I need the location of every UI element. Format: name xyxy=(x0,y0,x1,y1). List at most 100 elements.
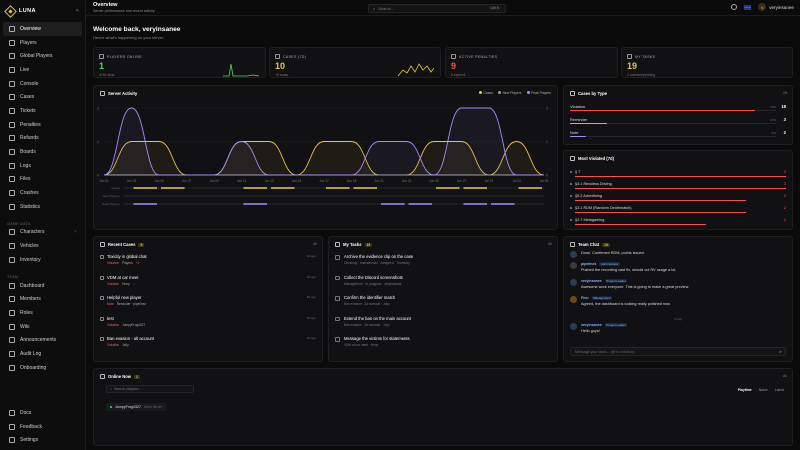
sidebar-item-settings[interactable]: Settings xyxy=(3,433,82,447)
violation-row[interactable]: § 7 3 xyxy=(570,170,786,182)
sort-latest[interactable]: Latest xyxy=(774,387,784,392)
player-search-input[interactable]: ⌕ Search players... xyxy=(106,385,194,393)
task-list-item[interactable]: Extend the ban on the main account Ban ev… xyxy=(335,316,551,334)
online-player-chip[interactable]: JumpyFrog4327 Main Sever xyxy=(106,403,167,411)
sidebar-item-overview[interactable]: Overview xyxy=(3,22,82,36)
x-tick-label: Jun 25 xyxy=(429,179,439,183)
chat-author-name: Finn xyxy=(581,296,589,300)
brand[interactable]: LUNA « xyxy=(0,0,85,22)
sort-playtime[interactable]: Playtime xyxy=(737,387,752,392)
violation-count: 2 xyxy=(783,194,786,198)
wiki-icon xyxy=(9,323,15,330)
send-icon[interactable]: ➤ xyxy=(778,349,782,354)
users-icon xyxy=(99,54,104,59)
case-tag: JumpyFrog4327 xyxy=(122,322,146,327)
sidebar-item-global-players[interactable]: Global Players xyxy=(3,49,82,63)
sidebar-item-roles[interactable]: Roles xyxy=(3,306,82,320)
sidebar-item-characters[interactable]: Characters › xyxy=(3,226,82,240)
case-time: 2d ago xyxy=(306,254,316,258)
case-time: 6d ago xyxy=(306,315,316,320)
sidebar-item-boards[interactable]: Boards xyxy=(3,145,82,159)
y-tick-label-right: 0 xyxy=(546,174,548,178)
task-list-item[interactable]: Confirm the identifier match Ban evasion … xyxy=(335,295,551,313)
stat-card-tasks[interactable]: MY TASKS 19 2 overdue/pending xyxy=(621,47,793,78)
violation-count: 2 xyxy=(783,206,786,210)
sidebar-item-logs[interactable]: Logs xyxy=(3,159,82,173)
sidebar-item-players[interactable]: Players xyxy=(3,36,82,50)
section-game-data: GAME DATA xyxy=(7,221,31,226)
theme-toggle-icon[interactable] xyxy=(731,4,738,10)
sidebar-item-announcements[interactable]: Announcements xyxy=(3,333,82,347)
user-name: veryinsanee xyxy=(769,4,794,10)
violation-row[interactable]: §5.2 Advertising 2 xyxy=(570,194,786,206)
case-type-percent: 78% xyxy=(769,104,776,109)
sidebar-item-inventory[interactable]: Inventory xyxy=(3,253,82,267)
sidebar-item-docs[interactable]: Docs xyxy=(3,406,82,420)
case-list-item[interactable]: test Violation JumpyFrog4327 6d ago xyxy=(100,316,316,334)
stat-sub: 6 expired xyxy=(451,73,465,77)
case-list-item[interactable]: VDM at car meet Violation Hony → 3d ago xyxy=(100,275,316,293)
timeline-row-label: New Players xyxy=(103,194,120,198)
sidebar-item-tickets[interactable]: Tickets xyxy=(3,104,82,118)
task-checkbox[interactable] xyxy=(335,337,340,342)
task-meta: Ban evasion · 2d overdue · Jolly xyxy=(344,302,390,306)
task-list-item[interactable]: Message the victims for statements VDM at… xyxy=(335,336,551,354)
sidebar-item-dashboard[interactable]: Dashboard xyxy=(3,279,82,293)
sidebar-item-live[interactable]: Live xyxy=(3,63,82,77)
task-checkbox[interactable] xyxy=(335,255,340,260)
case-type-bar xyxy=(570,110,776,112)
task-meta: Management · In progress · veryinsanee xyxy=(344,281,402,286)
task-list-item[interactable]: Collect the Discord screenshots Managemen… xyxy=(335,275,551,293)
stat-card-players-online[interactable]: PLAYERS ONLINE 1 of 64 slots xyxy=(93,47,266,78)
task-list-item[interactable]: Archive the evidence clip on the case Che… xyxy=(335,254,551,272)
case-tag: Hony xyxy=(122,281,130,286)
task-checkbox[interactable] xyxy=(335,316,340,321)
sidebar-item-label: Feedback xyxy=(20,423,42,430)
stat-card-cases[interactable]: CASES (7D) 10 +5 today xyxy=(269,47,441,78)
search-shortcut: Ctrl K xyxy=(488,6,501,10)
case-list-item[interactable]: Ban evasion - alt account Violation Jolly 9… xyxy=(100,336,316,354)
case-list-item[interactable]: Helpful new player Note Reminder · pipelin… xyxy=(100,295,316,313)
sidebar-item-onboarding[interactable]: Onboarding xyxy=(3,361,82,375)
sidebar-item-label: Crashes xyxy=(20,190,39,197)
chat-message-input[interactable]: Message your team... (@ to mention) ➤ xyxy=(570,347,786,356)
sidebar-item-feedback[interactable]: Feedback xyxy=(3,420,82,434)
view-all-link[interactable]: All xyxy=(548,242,552,246)
task-checkbox[interactable] xyxy=(335,275,340,280)
sort-name[interactable]: Name xyxy=(758,387,768,392)
case-type-row-violation[interactable]: Violation 78% 18 xyxy=(570,104,786,116)
view-all-link[interactable]: All xyxy=(313,242,317,246)
sidebar-item-refunds[interactable]: Refunds xyxy=(3,132,82,146)
sidebar-item-penalties[interactable]: Penalties xyxy=(3,118,82,132)
chat-avatar xyxy=(570,251,577,258)
sidebar-item-files[interactable]: Files xyxy=(3,173,82,187)
sidebar-item-wiki[interactable]: Wiki xyxy=(3,320,82,334)
sidebar-item-members[interactable]: Members xyxy=(3,292,82,306)
global-search-input[interactable]: ⌕ Search... Ctrl K xyxy=(368,3,506,13)
sidebar-item-crashes[interactable]: Crashes xyxy=(3,186,82,200)
sidebar-item-console[interactable]: Console xyxy=(3,77,82,91)
case-type-bar xyxy=(570,136,776,138)
violation-row[interactable]: §2.7 Metagaming 1 xyxy=(570,218,786,230)
sidebar-item-vehicles[interactable]: Vehicles xyxy=(3,239,82,253)
sidebar-item-statistics[interactable]: Statistics xyxy=(3,200,82,214)
stat-card-penalties[interactable]: ACTIVE PENALTIES 9 6 expired xyxy=(445,47,618,78)
welcome-subtitle: Here's what's happening on your server. xyxy=(93,35,165,40)
legend-label: New Players xyxy=(502,90,522,95)
collapse-sidebar-icon[interactable]: « xyxy=(75,8,79,14)
case-type-row-note[interactable]: Note 8% 2 xyxy=(570,130,786,142)
team-chat-card: Team Chat 19 Done. Confirmed RDM, points … xyxy=(563,236,793,362)
sidebar-item-audit-log[interactable]: Audit Log xyxy=(3,347,82,361)
task-checkbox[interactable] xyxy=(335,296,340,301)
violation-row[interactable]: §3.1 RDM (Random Deathmatch) 2 xyxy=(570,206,786,218)
y-tick-label: 1 xyxy=(97,140,99,144)
user-menu[interactable]: V veryinsanee xyxy=(758,3,794,11)
case-list-item[interactable]: Toxicity in global chat Violation Players +… xyxy=(100,254,316,272)
statistics-icon xyxy=(9,203,15,210)
language-flag-icon[interactable] xyxy=(744,4,752,10)
task-title: Message the victims for statements xyxy=(344,336,410,341)
violation-row[interactable]: §4.1 Reckless Driving 3 xyxy=(570,182,786,194)
view-all-link[interactable]: All xyxy=(783,374,787,378)
case-type-row-reminder[interactable]: Reminder 14% 3 xyxy=(570,117,786,129)
sidebar-item-cases[interactable]: Cases xyxy=(3,90,82,104)
